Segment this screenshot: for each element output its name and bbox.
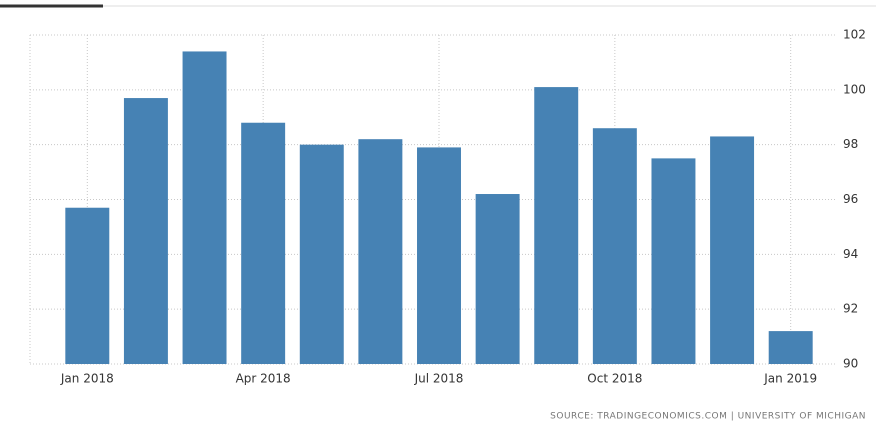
bar (768, 331, 813, 364)
bar (417, 147, 461, 364)
y-tick-label: 102 (843, 28, 866, 42)
bar (241, 122, 286, 364)
x-tick-label: Jan 2018 (60, 372, 114, 386)
bar (651, 158, 696, 364)
y-tick-label: 100 (843, 82, 866, 96)
bar (592, 128, 637, 364)
bar (534, 87, 579, 364)
bar (710, 136, 755, 364)
source-note: SOURCE: TRADINGECONOMICS.COM | UNIVERSIT… (550, 412, 866, 422)
y-tick-label: 96 (843, 192, 858, 206)
bar (65, 207, 110, 364)
x-tick-label: Jan 2019 (763, 372, 817, 386)
y-tick-label: 94 (843, 247, 858, 261)
x-tick-label: Jul 2018 (414, 372, 464, 386)
bar (299, 144, 344, 364)
y-tick-label: 98 (843, 137, 858, 151)
x-tick-label: Apr 2018 (236, 372, 291, 386)
y-tick-label: 90 (843, 357, 858, 371)
bar (182, 51, 227, 364)
bar (123, 98, 168, 364)
bar (358, 139, 403, 364)
x-tick-label: Oct 2018 (587, 372, 642, 386)
bar (475, 194, 520, 364)
y-tick-label: 92 (843, 302, 858, 316)
